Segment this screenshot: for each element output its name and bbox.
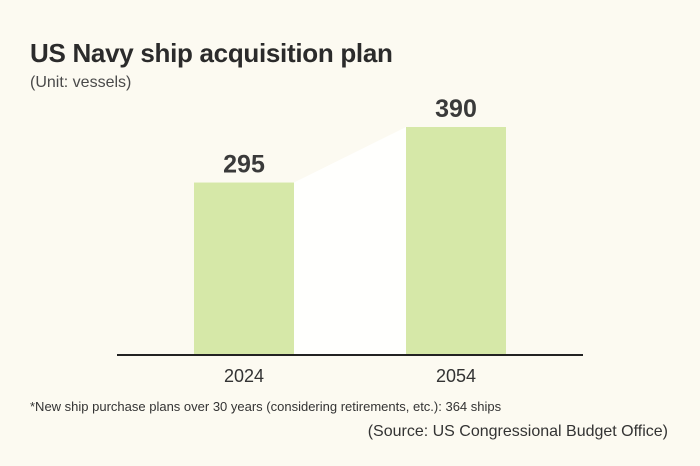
footnote: *New ship purchase plans over 30 years (…: [30, 399, 502, 414]
bar-2054: [406, 127, 506, 355]
tick-label-2024: 2024: [224, 366, 264, 386]
chart-subtitle: (Unit: vessels): [30, 74, 132, 91]
tick-label-2054: 2054: [436, 366, 476, 386]
data-label-2024: 295: [223, 151, 265, 179]
source-note: (Source: US Congressional Budget Office): [367, 423, 668, 440]
chart-title: US Navy ship acquisition plan: [30, 38, 393, 68]
bar-2024: [194, 182, 294, 355]
data-label-2054: 390: [435, 95, 477, 123]
growth-highlight: [294, 127, 406, 355]
